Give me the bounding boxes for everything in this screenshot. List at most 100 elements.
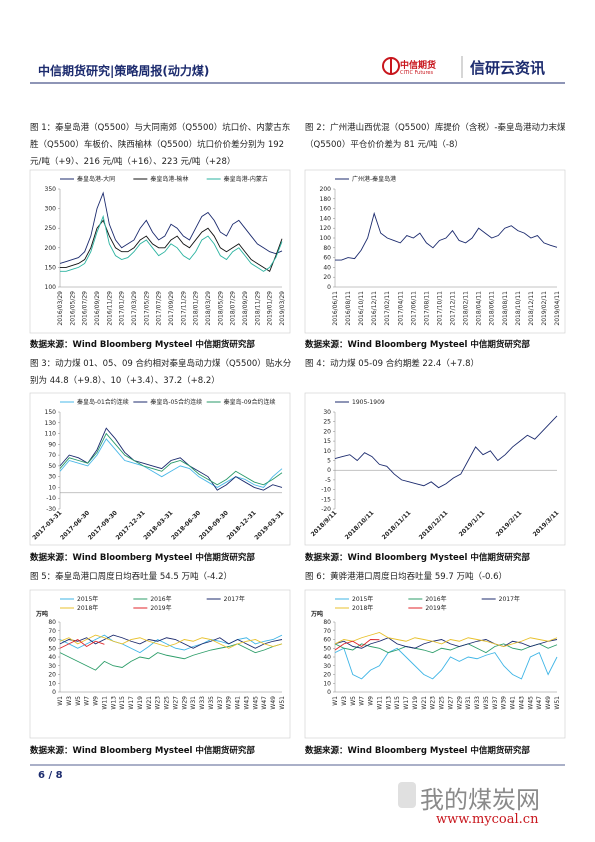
x-tick-label: W29 <box>181 696 188 710</box>
y-tick-label: 0 <box>327 689 331 696</box>
legend-label: 2019年 <box>425 604 446 612</box>
series-line <box>59 427 283 491</box>
x-tick-label: W15 <box>394 696 401 710</box>
x-tick-label: W21 <box>421 696 428 710</box>
y-tick-label: 30 <box>48 663 56 670</box>
x-tick-label: W9 <box>368 696 375 706</box>
x-tick-label: W19 <box>412 696 419 710</box>
y-tick-label: 80 <box>323 619 331 626</box>
x-tick-label: W39 <box>501 696 508 710</box>
x-tick-label: 2019-03-31 <box>253 509 285 541</box>
x-tick-label: 2017/05/29 <box>143 291 150 326</box>
x-tick-label: W45 <box>527 696 534 710</box>
series-line <box>334 632 558 647</box>
chart-frame <box>304 169 566 334</box>
x-tick-label: 2018/02/11 <box>463 291 470 326</box>
chart-frame <box>29 169 291 334</box>
x-tick-label: 2019/04/11 <box>554 291 561 326</box>
y-tick-label: 10 <box>323 680 331 687</box>
source: 数据来源：Wind Bloomberg Mysteel 中信期货研究部 <box>30 553 255 563</box>
x-tick-label: W27 <box>447 696 454 710</box>
legend-label: 1905-1909 <box>352 399 385 406</box>
y-tick-label: 160 <box>320 206 332 213</box>
series-line <box>59 432 283 486</box>
x-tick-label: 2018/01/29 <box>193 291 200 326</box>
x-tick-label: 2019/03/29 <box>279 291 286 326</box>
x-tick-label: W25 <box>164 696 171 710</box>
page-number: 6 / 8 <box>38 770 63 781</box>
legend-label: 秦皇岛-09合约连续 <box>224 398 276 406</box>
x-tick-label: 2019/01/29 <box>267 291 274 326</box>
series-line <box>60 214 283 272</box>
series-line <box>334 637 558 649</box>
x-tick-label: 2018/9/11 <box>310 509 339 538</box>
x-tick-label: W3 <box>66 696 73 706</box>
y-tick-label: 100 <box>45 284 57 291</box>
y-tick-label: 0 <box>327 467 331 474</box>
y-tick-label: 0 <box>52 689 56 696</box>
logo-cn: 中信期货 <box>400 61 437 71</box>
y-tick-label: 140 <box>320 215 332 222</box>
source: 数据来源：Wind Bloomberg Mysteel 中信期货研究部 <box>305 340 530 350</box>
legend-label: 秦皇岛港-内蒙古 <box>224 175 268 183</box>
legend-label: 2016年 <box>150 595 171 603</box>
y-tick-label: 15 <box>323 438 331 445</box>
y-tick-label: 60 <box>48 637 56 644</box>
series-line <box>59 643 283 671</box>
x-tick-label: W9 <box>93 696 100 706</box>
x-tick-label: W45 <box>252 696 259 710</box>
x-tick-label: W23 <box>430 696 437 710</box>
y-tick-label: 90 <box>48 441 56 448</box>
chart-frame <box>304 589 566 739</box>
y-tick-label: 130 <box>45 420 57 427</box>
y-tick-label: -30 <box>46 506 56 513</box>
y-tick-label: 20 <box>323 428 331 435</box>
y-tick-label: 180 <box>320 196 332 203</box>
series-line <box>60 219 283 272</box>
chart-frame <box>304 392 566 546</box>
x-tick-label: 2017/04/11 <box>397 291 404 326</box>
y-tick-label: -20 <box>321 506 331 513</box>
x-tick-label: W35 <box>208 696 215 710</box>
series-line <box>335 211 558 261</box>
x-tick-label: 2017/10/11 <box>436 291 443 326</box>
y-tick-label: 30 <box>48 474 56 481</box>
y-tick-label: 0 <box>327 284 331 291</box>
x-tick-label: W51 <box>554 696 561 710</box>
x-tick-label: 2018/12/11 <box>418 509 450 541</box>
x-tick-label: W7 <box>359 696 366 706</box>
x-tick-label: 2018/06/11 <box>489 291 496 326</box>
x-tick-label: 2018/04/11 <box>476 291 483 326</box>
x-tick-label: W33 <box>474 696 481 710</box>
caption: 图 1：秦皇岛港（Q5500）与大同南郊（Q5500）坑口价、内蒙古东胜（Q55… <box>30 123 291 167</box>
y-tick-label: 40 <box>48 654 56 661</box>
source: 数据来源：Wind Bloomberg Mysteel 中信期货研究部 <box>30 340 255 350</box>
caption: 图 3：动力煤 01、05、09 合约相对秦皇岛动力煤（Q5500）贴水分别为 … <box>30 359 292 386</box>
y-tick-label: 20 <box>323 274 331 281</box>
caption: 图 2：广州港山西优混（Q5500）库提价（含税）-秦皇岛港动力末煤（Q5500… <box>305 123 566 150</box>
source: 数据来源：Wind Bloomberg Mysteel 中信期货研究部 <box>30 746 255 756</box>
y-tick-label: 60 <box>323 255 331 262</box>
y-tick-label: 30 <box>323 409 331 416</box>
x-tick-label: 2019/1/11 <box>458 509 487 538</box>
x-tick-label: W33 <box>199 696 206 710</box>
x-tick-label: W21 <box>146 696 153 710</box>
x-tick-label: 2017/08/11 <box>423 291 430 326</box>
y-tick-label: 10 <box>323 448 331 455</box>
series-line <box>334 647 558 680</box>
x-tick-label: 2016/11/29 <box>106 291 113 326</box>
x-tick-label: W47 <box>261 696 268 710</box>
x-tick-label: W15 <box>119 696 126 710</box>
y-tick-label: 200 <box>45 245 57 252</box>
x-tick-label: 2017/06/11 <box>410 291 417 326</box>
y-tick-label: 300 <box>45 206 57 213</box>
legend-label: 秦皇岛港-大同 <box>77 175 115 183</box>
x-tick-label: 2018/11/29 <box>254 291 261 326</box>
y-tick-label: 80 <box>323 245 331 252</box>
chart-frame <box>29 392 291 546</box>
y-tick-label: 5 <box>327 458 331 465</box>
watermark-url: www.mycoal.cn <box>436 812 539 827</box>
y-tick-label: 40 <box>323 654 331 661</box>
x-tick-label: 2018/12/11 <box>528 291 535 326</box>
x-tick-label: 2017/01/29 <box>119 291 126 326</box>
